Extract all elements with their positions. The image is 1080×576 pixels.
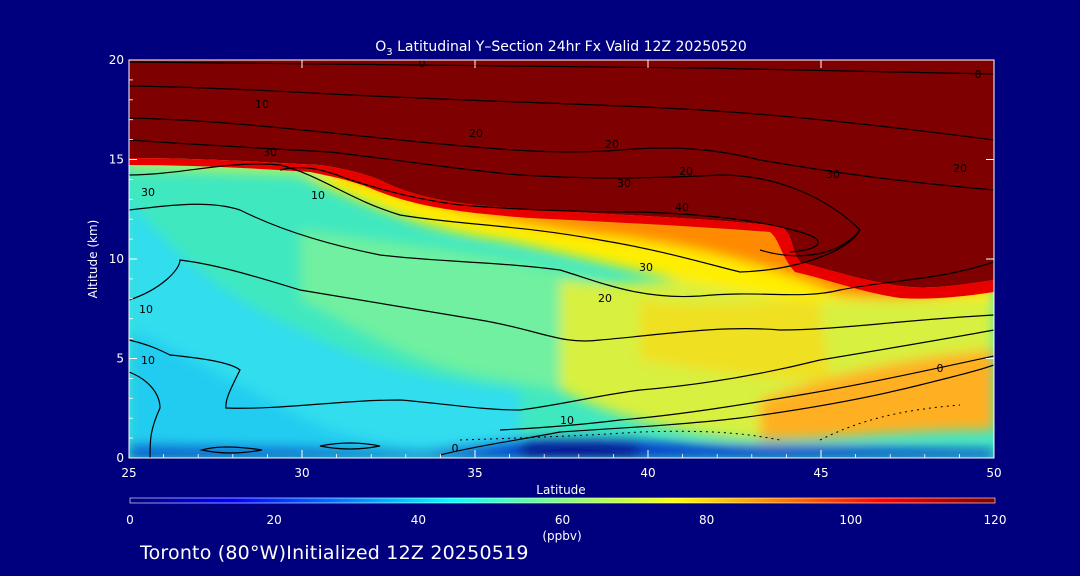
colorbar-tick-label: 60	[555, 513, 570, 527]
contour-label: 30	[263, 146, 277, 159]
colorbar-unit: (ppbv)	[542, 529, 581, 543]
contour-label: 30	[639, 261, 653, 274]
contour-label: 0	[975, 68, 982, 81]
contour-lines	[129, 61, 994, 458]
contour-label: 20	[679, 165, 693, 178]
x-tick-label: 50	[986, 466, 1001, 480]
contour-label: 30	[826, 168, 840, 181]
contour-label: 30	[617, 177, 631, 190]
x-tick-label: 35	[467, 466, 482, 480]
contour-label: 20	[953, 162, 967, 175]
ozone-field: 0 10 10 20 20 20 30 30 30 40 30 20 10 10 20 30 0 10 0 0	[129, 57, 994, 458]
contour-label: 20	[605, 138, 619, 151]
x-tick-label: 40	[640, 466, 655, 480]
contour-label: 0	[452, 442, 459, 455]
contour-label: 40	[675, 201, 689, 214]
contour-label: 10	[311, 189, 325, 202]
contour-label: 0	[419, 57, 426, 70]
x-axis: 25 30 35 40 45 50	[121, 60, 1002, 480]
y-tick-label: 0	[116, 451, 124, 465]
contour-label: 10	[255, 98, 269, 111]
y-tick-label: 15	[109, 153, 124, 167]
x-tick-label: 25	[121, 466, 136, 480]
contour-label: 20	[469, 127, 483, 140]
y-axis: 0 5 10 15 20	[109, 53, 994, 465]
y-tick-label: 5	[116, 352, 124, 366]
colorbar-ticks: 0 20 40 60 80 100 120	[126, 513, 1006, 527]
y-tick-label: 10	[109, 252, 124, 266]
contour-labels: 0 10 10 20 20 20 30 30 30 40 30 20 10 10 20 30 0 10 0 0	[139, 57, 982, 455]
y-axis-label: Altitude (km)	[86, 220, 100, 299]
colorbar-tick-label: 80	[699, 513, 714, 527]
x-tick-label: 30	[294, 466, 309, 480]
x-axis-label: Latitude	[536, 483, 585, 497]
contour-label: 10	[560, 414, 574, 427]
contour-label: 10	[139, 303, 153, 316]
colorbar-tick-label: 120	[984, 513, 1007, 527]
footer-text: Toronto (80°W)Initialized 12Z 20250519	[140, 542, 529, 564]
x-tick-label: 45	[813, 466, 828, 480]
surface-dotted-line	[819, 404, 961, 441]
colorbar	[129, 497, 996, 504]
chart-title: O3 Latitudinal Y–Section 24hr Fx Valid 1…	[375, 39, 747, 58]
colorbar-tick-label: 100	[839, 513, 862, 527]
contour-label: 30	[141, 186, 155, 199]
y-tick-label: 20	[109, 53, 124, 67]
colorbar-tick-label: 40	[411, 513, 426, 527]
contour-label: 0	[937, 362, 944, 375]
colorbar-tick-label: 0	[126, 513, 134, 527]
colorbar-tick-label: 20	[267, 513, 282, 527]
contour-label: 10	[141, 354, 155, 367]
contour-label: 20	[598, 292, 612, 305]
